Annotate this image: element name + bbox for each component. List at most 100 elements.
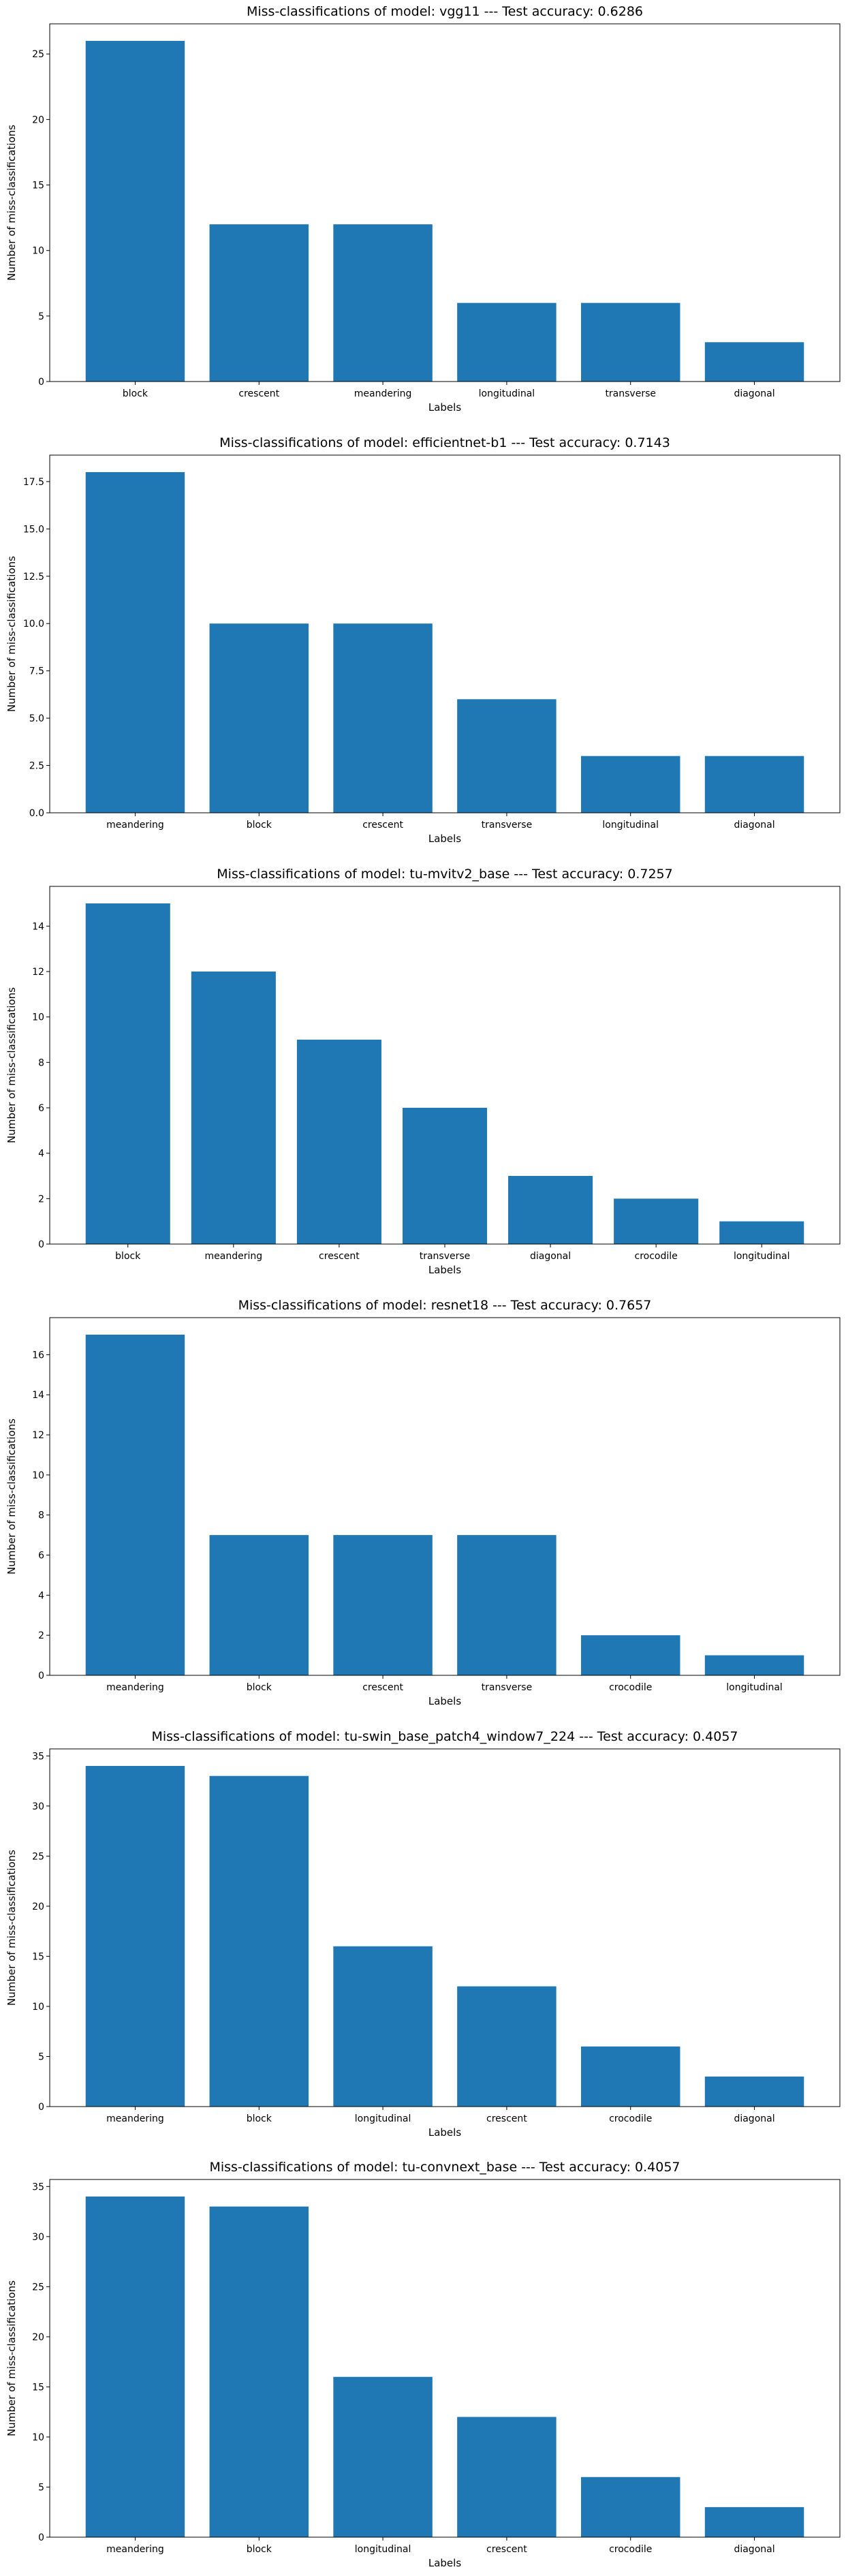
x-tick-label: longitudinal <box>355 2113 411 2124</box>
x-axis-label: Labels <box>428 401 461 414</box>
y-tick-label: 10 <box>32 1470 44 1481</box>
y-axis-label: Number of miss-classifications <box>5 125 18 281</box>
bar-diagonal <box>704 2507 804 2537</box>
x-tick-label: meandering <box>106 1682 164 1693</box>
bar-block <box>85 903 170 1244</box>
y-tick-label: 0 <box>38 1671 44 1681</box>
y-tick-label: 25 <box>32 49 44 60</box>
bar-block <box>209 623 309 813</box>
y-tick-label: 5 <box>38 311 44 322</box>
bar-longitudinal <box>704 1655 804 1675</box>
x-tick-label: crocodile <box>635 1251 678 1262</box>
chart-6: Miss-classifications of model: tu-convne… <box>5 2160 841 2569</box>
x-tick-label: block <box>247 2544 272 2555</box>
y-tick-label: 0.0 <box>29 808 44 819</box>
y-tick-label: 25 <box>32 1851 44 1862</box>
x-tick-label: crescent <box>319 1251 360 1262</box>
x-tick-label: transverse <box>605 388 656 399</box>
y-tick-label: 12 <box>32 967 44 978</box>
y-tick-label: 15 <box>32 2382 44 2393</box>
bar-meandering <box>191 972 276 1244</box>
y-tick-label: 6 <box>38 1551 44 1562</box>
y-tick-label: 17.5 <box>23 477 44 488</box>
x-tick-label: block <box>247 2113 272 2124</box>
y-tick-label: 2.5 <box>29 761 44 772</box>
chart-5: Miss-classifications of model: tu-swin_b… <box>5 1729 841 2139</box>
axes-frame <box>49 1317 841 1676</box>
bar-crescent <box>296 1040 381 1244</box>
y-axis-label: Number of miss-classifications <box>5 1418 18 1574</box>
x-axis-label: Labels <box>428 833 461 845</box>
y-tick-label: 20 <box>32 114 44 125</box>
y-tick-label: 30 <box>32 2232 44 2243</box>
y-tick-label: 15 <box>32 181 44 191</box>
bar-crocodile <box>581 1635 680 1675</box>
bar-crescent <box>209 224 309 382</box>
y-tick-label: 25 <box>32 2282 44 2293</box>
chart-title: Miss-classifications of model: efficient… <box>219 435 670 450</box>
x-tick-label: diagonal <box>734 820 774 831</box>
x-tick-label: crescent <box>362 820 403 831</box>
y-tick-label: 10 <box>32 1012 44 1023</box>
x-tick-label: block <box>115 1251 141 1262</box>
bar-longitudinal <box>719 1221 804 1244</box>
y-tick-label: 20 <box>32 2332 44 2343</box>
x-tick-label: crescent <box>362 1682 403 1693</box>
bar-transverse <box>402 1108 488 1244</box>
y-axis-label: Number of miss-classifications <box>5 2280 18 2436</box>
chart-4: Miss-classifications of model: resnet18 … <box>5 1298 841 1707</box>
x-tick-label: transverse <box>482 820 533 831</box>
x-tick-label: diagonal <box>734 2544 774 2555</box>
x-tick-label: transverse <box>482 1682 533 1693</box>
bar-crescent <box>457 2417 557 2537</box>
bar-meandering <box>85 1335 185 1675</box>
bar-transverse <box>581 302 680 382</box>
y-tick-label: 5 <box>38 2482 44 2493</box>
y-tick-label: 0 <box>38 1239 44 1250</box>
x-tick-label: meandering <box>106 2544 164 2555</box>
y-tick-label: 14 <box>32 1390 44 1401</box>
y-tick-label: 6 <box>38 1103 44 1114</box>
axes-frame <box>49 454 841 813</box>
bar-crocodile <box>614 1198 699 1244</box>
y-tick-label: 10 <box>32 246 44 257</box>
x-tick-label: diagonal <box>734 2113 774 2124</box>
bar-longitudinal <box>581 756 680 813</box>
y-tick-label: 35 <box>32 1751 44 1762</box>
x-tick-label: crocodile <box>609 1682 652 1693</box>
x-axis-label: Labels <box>428 2557 461 2569</box>
chart-title: Miss-classifications of model: tu-mvitv2… <box>217 867 672 882</box>
bar-block <box>209 2206 309 2537</box>
y-tick-label: 7.5 <box>29 666 44 677</box>
bar-block <box>209 1775 309 2107</box>
y-tick-label: 4 <box>38 1149 44 1160</box>
bar-crescent <box>333 623 433 813</box>
y-tick-label: 14 <box>32 921 44 932</box>
y-axis-label: Number of miss-classifications <box>5 1850 18 2006</box>
y-axis-label: Number of miss-classifications <box>5 556 18 712</box>
y-tick-label: 15 <box>32 1951 44 1962</box>
x-tick-label: longitudinal <box>602 820 659 831</box>
y-tick-label: 30 <box>32 1801 44 1812</box>
bar-meandering <box>85 472 185 813</box>
bar-transverse <box>457 1535 557 1675</box>
axes-frame <box>49 1748 841 2107</box>
x-tick-label: diagonal <box>530 1251 571 1262</box>
bar-meandering <box>85 1766 185 2107</box>
y-tick-label: 0 <box>38 2102 44 2113</box>
chart-title: Miss-classifications of model: tu-swin_b… <box>151 1729 738 1744</box>
y-tick-label: 20 <box>32 1902 44 1912</box>
y-tick-label: 16 <box>32 1350 44 1361</box>
y-tick-label: 2 <box>38 1630 44 1641</box>
y-tick-label: 10 <box>32 2432 44 2443</box>
chart-title: Miss-classifications of model: vgg11 ---… <box>247 4 643 19</box>
x-tick-label: crescent <box>238 388 279 399</box>
chart-title: Miss-classifications of model: resnet18 … <box>238 1298 652 1313</box>
chart-1: Miss-classifications of model: vgg11 ---… <box>5 4 841 414</box>
x-tick-label: meandering <box>106 820 164 831</box>
x-tick-label: meandering <box>354 388 412 399</box>
bar-diagonal <box>704 2076 804 2107</box>
bar-diagonal <box>704 756 804 813</box>
x-axis-label: Labels <box>428 1695 461 1707</box>
